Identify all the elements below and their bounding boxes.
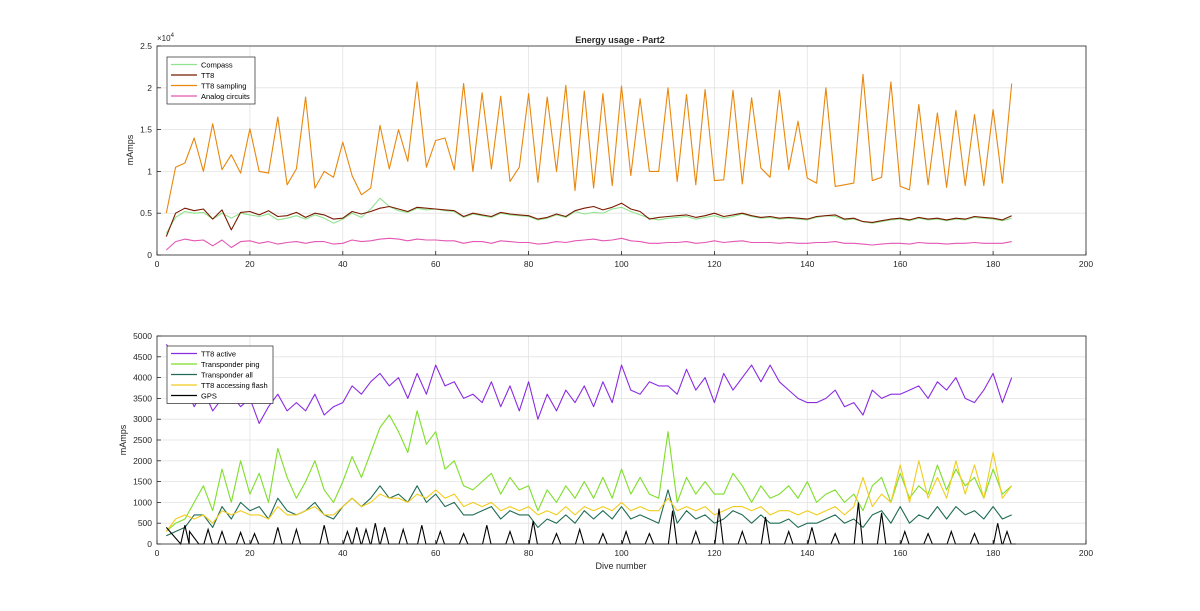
legend-label: TT8 sampling [201, 82, 246, 91]
y-tick-label: 3000 [133, 414, 152, 424]
bottom-series-lines [165, 343, 1017, 546]
series-line-compass [165, 197, 1012, 234]
y-tick-label: 4500 [133, 352, 152, 362]
top-tick-labels: 0 20 40 60 80 100 120 140 160 180 200 0 0.5 1 1.5 2 2.5 [140, 41, 1093, 269]
x-tick-label: 120 [707, 259, 721, 269]
top-series-lines [165, 73, 1013, 251]
x-tick-label: 20 [245, 259, 255, 269]
x-tick-label: 140 [800, 259, 814, 269]
y-tick-label: 500 [138, 518, 152, 528]
y-tick-label: 0.5 [140, 208, 152, 218]
x-tick-label: 40 [338, 548, 348, 558]
x-tick-label: 20 [245, 548, 255, 558]
exponent-label: ×104 [157, 33, 175, 43]
x-tick-label: 120 [707, 548, 721, 558]
top-y-axis-label: mAmps [125, 134, 135, 165]
x-tick-label: 160 [893, 548, 907, 558]
x-axis-label: Dive number [595, 561, 646, 571]
x-tick-label: 100 [614, 548, 628, 558]
bottom-tick-labels: 0 20 40 60 80 100 120 140 160 180 2000500100015002… [133, 331, 1093, 558]
x-tick-label: 80 [524, 259, 534, 269]
exponent-base: ×10 [157, 34, 171, 43]
y-tick-label: 1 [147, 166, 152, 176]
legend-label: GPS [201, 392, 217, 401]
x-tick-label: 180 [986, 259, 1000, 269]
y-tick-label: 3500 [133, 393, 152, 403]
x-tick-label: 200 [1079, 259, 1093, 269]
x-tick-label: 0 [155, 548, 160, 558]
y-tick-label: 4000 [133, 373, 152, 383]
x-tick-label: 100 [614, 259, 628, 269]
y-tick-label: 0 [147, 539, 152, 549]
energy-usage-axes: Energy usage - Part2 0 20 40 60 80 100 120 140 1… [125, 33, 1093, 269]
legend-label: Transponder all [201, 371, 253, 380]
legend-label: TT8 [201, 71, 214, 80]
y-tick-label: 2.5 [140, 41, 152, 51]
current-draw-axes: 0 20 40 60 80 100 120 140 160 180 2000500100015002… [118, 331, 1093, 571]
legend-label: TT8 active [201, 350, 236, 359]
x-tick-label: 60 [431, 259, 441, 269]
x-tick-label: 0 [155, 259, 160, 269]
x-tick-label: 200 [1079, 548, 1093, 558]
series-line-tt8-sampling [165, 73, 1013, 214]
series-line-transponder-all [166, 485, 1012, 537]
y-tick-label: 1.5 [140, 125, 152, 135]
series-line-tt8 [165, 202, 1012, 237]
y-tick-label: 1000 [133, 497, 152, 507]
bottom-y-axis-label: mAmps [118, 424, 128, 455]
x-tick-label: 180 [986, 548, 1000, 558]
legend-label: TT8 accessing flash [201, 381, 268, 390]
y-tick-label: 2000 [133, 456, 152, 466]
y-tick-label: 5000 [133, 331, 152, 341]
y-tick-label: 0 [147, 250, 152, 260]
legend-label: Analog circuits [201, 92, 250, 101]
series-line-tt8-accessing-flash [165, 451, 1013, 532]
legend-label: Transponder ping [201, 360, 260, 369]
y-tick-label: 2500 [133, 435, 152, 445]
chart-title: Energy usage - Part2 [575, 35, 665, 45]
x-tick-label: 60 [431, 548, 441, 558]
x-tick-label: 80 [524, 548, 534, 558]
x-tick-label: 160 [893, 259, 907, 269]
series-line-transponder-ping [165, 410, 1013, 532]
series-line-analog-circuits [165, 237, 1012, 251]
exponent-power: 4 [171, 33, 175, 39]
x-tick-label: 40 [338, 259, 348, 269]
y-tick-label: 1500 [133, 477, 152, 487]
series-line-tt8-active [165, 343, 1013, 424]
legend-label: Compass [201, 61, 233, 70]
x-tick-label: 140 [800, 548, 814, 558]
y-tick-label: 2 [147, 83, 152, 93]
